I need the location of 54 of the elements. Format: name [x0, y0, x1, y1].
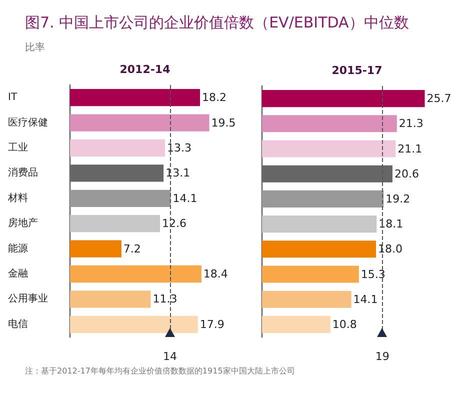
data-label: 18.2: [202, 91, 226, 104]
data-label: 25.7: [426, 92, 452, 106]
y-tick-label: IT: [8, 92, 18, 104]
bar: [70, 240, 122, 258]
bar: [70, 89, 200, 106]
bar: [262, 290, 352, 308]
data-label: 7.2: [123, 242, 141, 256]
ref-line-label: 19: [375, 350, 390, 363]
bar: [262, 190, 384, 208]
y-tick-label: 公用事业: [8, 292, 48, 305]
y-tick-label: 金融: [8, 268, 28, 280]
text: 注：基于2012-17年每年均有企业价值倍数数据的1915家中国大陆上市公司: [25, 366, 295, 376]
data-label: 19.5: [211, 116, 236, 130]
bar: [70, 114, 210, 132]
bar: [262, 165, 392, 182]
bar: [70, 316, 198, 333]
data-label: 11.3: [152, 292, 178, 306]
data-label: 14.1: [353, 292, 378, 306]
y-tick-label: 能源: [8, 242, 28, 254]
chart-title: 图7. 中国上市公司的企业价值倍数（EV/EBITDA）中位数: [25, 14, 409, 32]
bar: [262, 240, 376, 258]
ref-line-label: 14: [163, 350, 177, 363]
bar: [262, 140, 396, 158]
chart-subtitle: 比率: [25, 42, 45, 54]
bar: [70, 139, 165, 157]
y-tick-label: 工业: [8, 142, 28, 154]
data-label: 13.1: [166, 166, 190, 180]
data-label: 14.1: [172, 192, 198, 205]
y-tick-label: 消费品: [8, 166, 38, 179]
y-tick-label: 房地产: [8, 217, 38, 230]
data-label: 17.9: [200, 318, 224, 331]
data-label: 21.1: [398, 142, 422, 156]
data-label: 19.2: [386, 192, 410, 206]
data-label: 10.8: [332, 318, 357, 331]
bar: [70, 265, 202, 283]
bar: [262, 316, 330, 333]
data-label: 20.6: [394, 167, 419, 180]
x-axis-title: 2012-14: [120, 63, 171, 76]
data-label: 21.3: [398, 117, 424, 130]
data-label: 18.4: [203, 268, 228, 280]
x-axis-title: 2015-17: [332, 64, 382, 77]
y-tick-label: 电信: [8, 318, 28, 330]
y-tick-label: 材料: [7, 192, 28, 204]
bar: [70, 215, 160, 232]
data-label: 18.0: [378, 242, 402, 256]
bar: [70, 164, 164, 182]
bar: [70, 190, 171, 207]
bar: [262, 115, 397, 132]
bar: [262, 90, 425, 108]
bar: [262, 266, 359, 283]
bar: [70, 290, 151, 308]
y-tick-label: 医疗保健: [8, 116, 48, 128]
bar: [262, 216, 377, 233]
data-label: 15.3: [360, 268, 386, 281]
